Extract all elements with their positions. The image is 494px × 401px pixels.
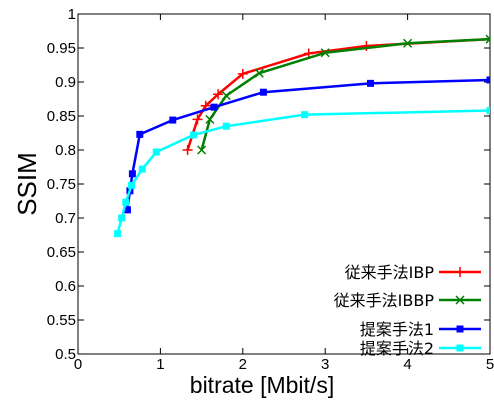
- data-point: [210, 103, 218, 111]
- y-tick-label: 0.9: [55, 74, 76, 91]
- series-1: [182, 34, 490, 155]
- data-point: [118, 214, 126, 222]
- y-tick-label: 0.8: [55, 142, 76, 159]
- series-line: [116, 109, 490, 234]
- legend-label: 提案手法2: [360, 339, 434, 358]
- data-point: [320, 48, 330, 58]
- data-point: [259, 88, 267, 96]
- data-point: [197, 145, 207, 155]
- data-point: [221, 91, 231, 101]
- data-point: [123, 206, 131, 214]
- data-point: [222, 122, 230, 130]
- data-point: [122, 198, 130, 206]
- data-point: [205, 114, 215, 124]
- data-point: [152, 148, 160, 156]
- data-point: [237, 68, 248, 79]
- x-tick-label: 4: [403, 356, 411, 373]
- data-point: [485, 34, 490, 44]
- data-point: [486, 76, 490, 84]
- y-tick-label: 0.6: [55, 278, 76, 295]
- legend-swatch-marker: [455, 295, 465, 305]
- y-tick-label: 0.5: [55, 346, 76, 363]
- legend-label: 従来手法IBBP: [334, 291, 435, 310]
- x-tick-label: 1: [156, 356, 164, 373]
- data-point: [182, 145, 193, 155]
- data-point: [189, 131, 197, 139]
- data-point: [128, 170, 136, 178]
- y-tick-label: 0.75: [47, 176, 76, 193]
- y-tick-label: 0.7: [55, 210, 76, 227]
- legend-swatch-marker: [455, 267, 465, 277]
- data-point: [361, 40, 372, 51]
- series-2: [197, 34, 490, 155]
- data-point: [301, 111, 309, 119]
- series-line: [126, 78, 490, 211]
- y-tick-label: 0.95: [47, 40, 76, 57]
- y-tick-label: 0.65: [47, 244, 76, 261]
- y-tick-label: 0.85: [47, 108, 76, 125]
- series-line: [186, 37, 490, 151]
- data-point: [403, 38, 413, 48]
- x-tick-label: 0: [74, 356, 82, 373]
- y-tick-label: 1: [68, 6, 76, 23]
- legend-swatch-marker: [456, 325, 464, 333]
- x-tick-label: 3: [321, 356, 329, 373]
- y-axis-title: SSIM: [12, 152, 42, 216]
- series-3: [123, 76, 490, 214]
- data-point: [128, 181, 136, 189]
- x-tick-label: 5: [486, 356, 494, 373]
- data-point: [169, 116, 177, 124]
- data-point: [114, 230, 122, 238]
- data-point: [136, 130, 144, 138]
- legend-swatch-marker: [456, 344, 464, 352]
- series-layer: [114, 34, 490, 238]
- x-tick-label: 2: [239, 356, 247, 373]
- data-point: [138, 165, 146, 173]
- legend-label: 従来手法IBP: [345, 263, 435, 282]
- data-point: [486, 107, 490, 115]
- data-point: [213, 89, 224, 100]
- data-point: [254, 68, 264, 78]
- data-point: [192, 114, 203, 125]
- series-4: [114, 107, 490, 238]
- legend-label: 提案手法1: [360, 320, 434, 339]
- y-tick-label: 0.55: [47, 312, 76, 329]
- data-point: [367, 79, 375, 87]
- x-axis-title: bitrate [Mbit/s]: [190, 372, 334, 398]
- axis-ticks: 0 1 2 3 4 5 0.5 0.55 0.6 0.65 0.7 0.75 0.8 0.85 0.9 0.9…: [47, 6, 494, 373]
- series-line: [200, 37, 490, 151]
